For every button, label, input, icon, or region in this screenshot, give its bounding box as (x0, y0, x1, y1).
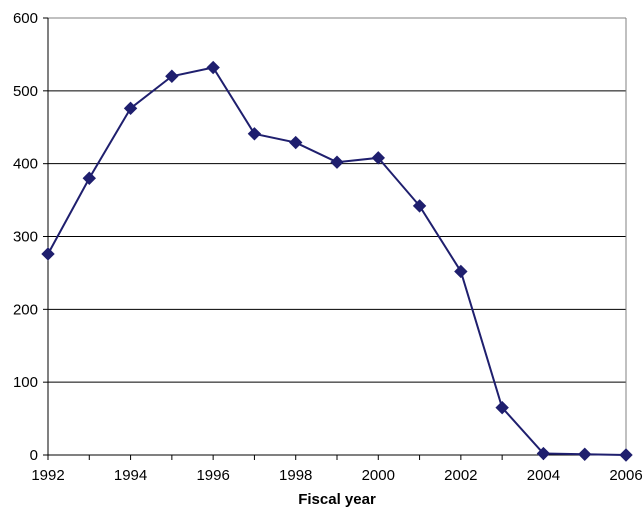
gridlines (48, 17, 626, 383)
y-axis-ticks: 0 100 200 300 400 500 600 (13, 10, 48, 464)
data-point-1993 (82, 171, 96, 185)
data-point-1997 (247, 127, 262, 141)
y-tick-label-600: 600 (13, 10, 38, 27)
data-point-1992 (41, 247, 55, 261)
x-tick-label-2000: 2000 (362, 467, 395, 484)
data-point-2006 (619, 448, 633, 462)
y-tick-label-100: 100 (13, 374, 38, 391)
data-point-2002 (454, 264, 468, 279)
data-point-1994 (123, 101, 138, 116)
x-tick-label-2004: 2004 (527, 467, 560, 484)
x-axis-ticks: 1992 1994 1996 1998 2000 2002 2004 2006 (31, 455, 643, 484)
series-line-0 (47, 66, 627, 456)
x-tick-label-2002: 2002 (444, 467, 477, 484)
y-tick-label-300: 300 (13, 229, 38, 246)
y-tick-label-500: 500 (13, 83, 38, 100)
x-tick-label-1992: 1992 (31, 467, 64, 484)
y-tick-label-400: 400 (13, 156, 38, 173)
x-tick-label-2006: 2006 (609, 467, 642, 484)
data-point-2001 (412, 199, 427, 213)
x-tick-label-1994: 1994 (114, 467, 147, 484)
data-point-2004 (536, 446, 551, 461)
x-axis-title: Fiscal year (298, 491, 376, 508)
data-point-2000 (371, 151, 385, 165)
x-tick-label-1996: 1996 (196, 467, 229, 484)
y-tick-label-0: 0 (30, 447, 38, 464)
y-tick-label-200: 200 (13, 301, 38, 318)
data-point-1995 (165, 69, 179, 83)
data-point-1996 (206, 60, 220, 75)
data-point-2003 (495, 400, 509, 415)
data-point-2005 (578, 447, 592, 461)
data-point-1998 (289, 135, 303, 150)
x-tick-label-1998: 1998 (279, 467, 312, 484)
series-layer (41, 60, 633, 462)
data-point-1999 (330, 155, 344, 169)
